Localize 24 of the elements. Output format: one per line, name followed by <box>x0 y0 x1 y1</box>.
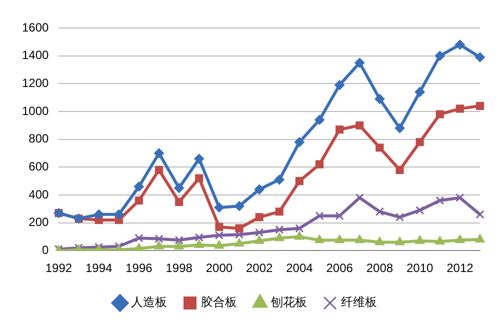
x-tick-label: 2002 <box>246 261 273 276</box>
y-tick-label: 1200 <box>22 76 50 90</box>
y-tick-label: 400 <box>28 187 50 202</box>
y-tick-label: 1400 <box>22 48 50 62</box>
legend-label: 人造板 <box>131 295 167 310</box>
y-tick-label: 1000 <box>22 104 50 118</box>
x-tick-label: 1992 <box>45 261 72 276</box>
x-tick-label: 2004 <box>286 261 314 276</box>
x-tick-label: 2012 <box>446 261 474 276</box>
legend-label: 刨花板 <box>270 295 307 310</box>
x-tick-label: 2010 <box>406 261 434 276</box>
legend-label: 纤维板 <box>341 295 377 310</box>
y-tick-label: 0 <box>42 242 50 257</box>
y-tick-label: 800 <box>28 132 50 146</box>
x-tick-label: 1994 <box>85 261 112 276</box>
y-tick-label: 200 <box>28 215 50 230</box>
x-tick-label: 2000 <box>206 261 233 276</box>
x-tick-label: 2006 <box>326 261 354 276</box>
y-tick-label: 1600 <box>22 20 50 34</box>
x-tick-label: 2008 <box>366 261 394 276</box>
y-tick-label: 600 <box>28 159 50 174</box>
legend-label: 胶合板 <box>201 295 237 310</box>
x-tick-label: 1998 <box>166 261 193 276</box>
x-tick-label: 1996 <box>126 261 153 276</box>
